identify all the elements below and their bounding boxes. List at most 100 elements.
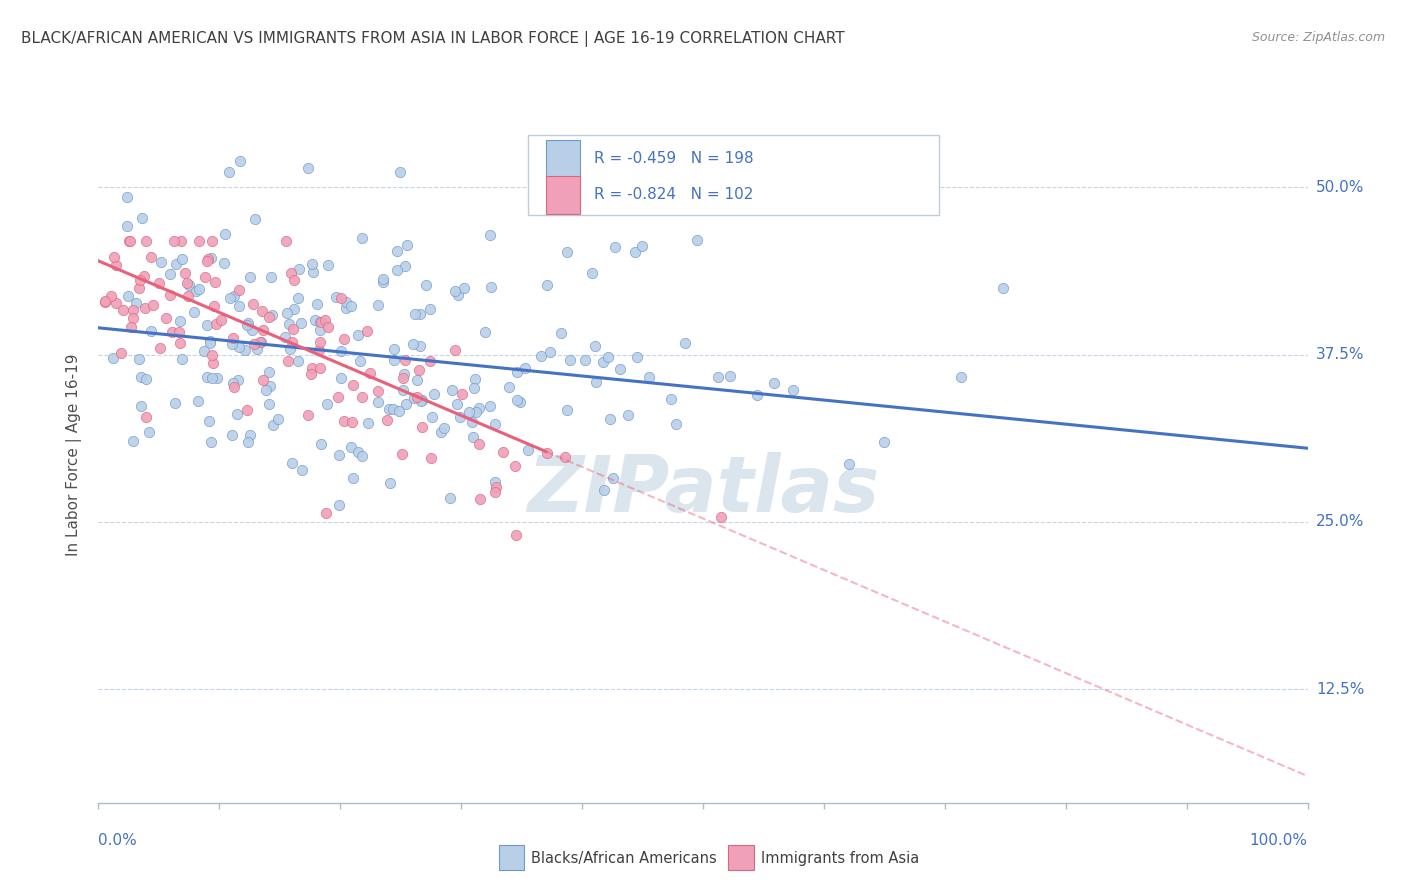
Point — [257, 365, 280, 379]
Point — [278, 343, 301, 357]
Point — [686, 233, 709, 247]
Point — [420, 451, 443, 466]
Point — [188, 234, 211, 248]
Point — [184, 284, 207, 298]
Point — [290, 317, 312, 331]
Point — [309, 437, 332, 451]
Point — [134, 301, 156, 315]
Point — [484, 485, 506, 500]
Point — [763, 376, 786, 390]
Point — [673, 335, 696, 350]
Point — [252, 373, 274, 387]
Point — [188, 282, 211, 296]
Point — [193, 344, 215, 359]
Point — [94, 294, 117, 309]
Point — [308, 323, 330, 337]
Point — [554, 450, 576, 464]
Point — [129, 272, 152, 286]
Point — [333, 414, 356, 428]
Point — [387, 263, 409, 277]
Point — [342, 471, 364, 485]
Point — [236, 403, 259, 417]
Point — [538, 344, 561, 359]
Point — [163, 396, 186, 410]
Point — [200, 435, 222, 450]
Point — [202, 299, 225, 313]
Point — [484, 475, 506, 489]
Point — [283, 322, 305, 336]
Point — [328, 498, 350, 512]
Point — [718, 369, 741, 384]
Point — [463, 381, 485, 395]
Point — [233, 343, 256, 357]
Point — [201, 348, 224, 362]
Point — [468, 436, 491, 450]
Point — [195, 254, 218, 268]
Point — [373, 275, 395, 289]
Point — [149, 341, 172, 355]
Point — [367, 298, 389, 312]
Point — [329, 292, 352, 306]
Point — [949, 370, 972, 384]
Point — [330, 371, 353, 385]
Point — [419, 354, 441, 368]
Point — [221, 336, 243, 351]
Point — [479, 280, 502, 294]
Point — [380, 475, 402, 490]
Point — [464, 372, 486, 386]
Point — [430, 425, 453, 439]
Point — [160, 326, 183, 340]
Point — [623, 245, 645, 260]
Point — [155, 311, 177, 326]
Point — [464, 405, 486, 419]
Point — [262, 417, 284, 432]
Point — [446, 397, 468, 411]
Point — [176, 276, 198, 290]
Point — [498, 380, 520, 394]
Point — [478, 399, 501, 413]
Point — [120, 234, 142, 248]
Point — [444, 343, 467, 358]
Point — [159, 267, 181, 281]
Point — [274, 330, 297, 344]
Text: R = -0.459   N = 198: R = -0.459 N = 198 — [595, 152, 754, 167]
Point — [411, 420, 433, 434]
Point — [592, 483, 614, 497]
Point — [201, 234, 224, 248]
Point — [135, 409, 157, 424]
Point — [385, 244, 408, 258]
Point — [131, 211, 153, 225]
Point — [257, 396, 280, 410]
Point — [391, 447, 413, 461]
Point — [555, 179, 578, 194]
Point — [246, 342, 269, 356]
Point — [382, 342, 405, 356]
Point — [218, 291, 240, 305]
Point — [309, 315, 332, 329]
Point — [197, 252, 219, 266]
Point — [485, 480, 508, 494]
Point — [356, 416, 378, 430]
Point — [150, 254, 173, 268]
Point — [367, 394, 389, 409]
Point — [187, 393, 209, 408]
Point — [458, 404, 481, 418]
Point — [274, 234, 297, 248]
Point — [356, 324, 378, 338]
Point — [585, 375, 607, 389]
Point — [583, 339, 606, 353]
Point — [228, 299, 250, 313]
Point — [419, 302, 441, 317]
Point — [492, 445, 515, 459]
Point — [316, 259, 339, 273]
Point — [118, 234, 141, 248]
Point — [451, 386, 474, 401]
Point — [228, 340, 250, 354]
Point — [409, 307, 432, 321]
Point — [259, 269, 281, 284]
Point — [254, 383, 277, 397]
Point — [283, 302, 305, 317]
Point — [165, 257, 187, 271]
Point — [94, 294, 117, 309]
Point — [872, 435, 894, 450]
